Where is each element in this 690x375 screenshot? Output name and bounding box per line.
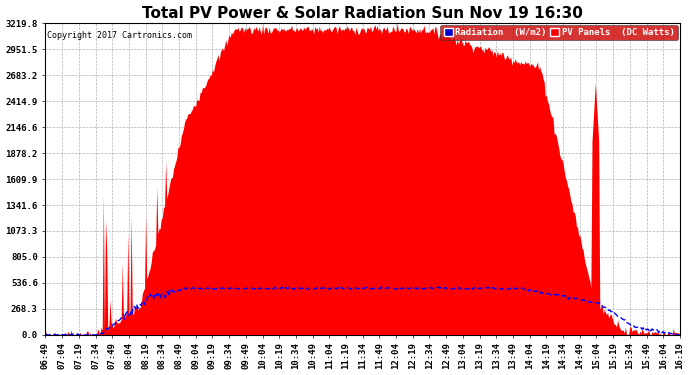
Text: Copyright 2017 Cartronics.com: Copyright 2017 Cartronics.com (47, 31, 192, 40)
Legend: Radiation  (W/m2), PV Panels  (DC Watts): Radiation (W/m2), PV Panels (DC Watts) (440, 25, 678, 40)
Title: Total PV Power & Solar Radiation Sun Nov 19 16:30: Total PV Power & Solar Radiation Sun Nov… (142, 6, 583, 21)
